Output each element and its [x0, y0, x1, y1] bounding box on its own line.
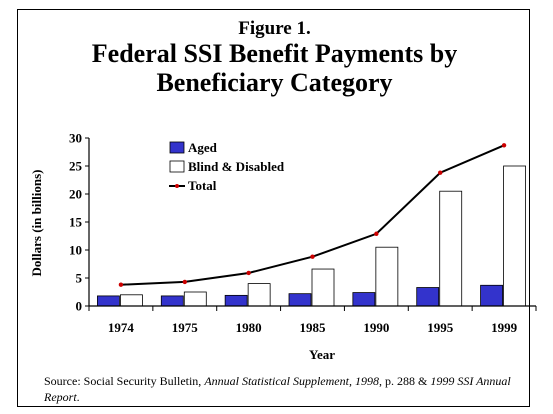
legend: Aged Blind & Disabled Total: [169, 140, 285, 193]
legend-swatch-blind-disabled: [169, 160, 185, 173]
y-tick-label: 15: [69, 215, 83, 230]
total-point: [310, 254, 315, 259]
total-point: [246, 270, 251, 276]
y-tick-label: 20: [69, 187, 82, 202]
source-prefix: Source: Social Security Bulletin,: [44, 374, 205, 388]
bar-blind-disabled: [311, 268, 335, 307]
x-tick-label: 1999: [491, 320, 518, 335]
y-tick-label: 0: [76, 299, 83, 314]
legend-swatch-total-marker: [175, 184, 179, 188]
axes: [88, 138, 536, 307]
source-italic-1: Annual Statistical Supplement, 1998: [204, 374, 379, 388]
legend-label-aged: Aged: [188, 140, 218, 155]
bar-blind-disabled: [183, 291, 207, 307]
source-middle: , p. 288 &: [378, 374, 431, 388]
bar-aged: [288, 293, 312, 307]
total-line: [118, 143, 507, 287]
x-tick-label: 1990: [363, 320, 389, 335]
x-axis-ticks: 1974 1975 1980 1985 1990 1995 1999: [88, 306, 537, 335]
chart-title-line3: Beneficiary Category: [156, 68, 393, 98]
total-point: [501, 143, 507, 148]
chart-title-line2: Federal SSI Benefit Payments by: [91, 39, 458, 69]
y-axis-ticks: 0 5 10 15 20 25 30: [69, 131, 89, 314]
source-note: Source: Social Security Bulletin, Annual…: [44, 373, 529, 405]
bar-blind-disabled: [375, 246, 399, 307]
y-axis-label: Dollars (in billions): [29, 170, 44, 277]
bar-blind-disabled: [120, 294, 143, 307]
source-italic-2: 1999 SSI Annual Report: [44, 374, 511, 404]
legend-label-total: Total: [188, 178, 217, 193]
bar-blind-disabled: [247, 283, 271, 307]
bars: [97, 165, 526, 307]
total-point: [182, 279, 187, 285]
x-tick-label: 1995: [427, 320, 454, 335]
chart-title-line1: Figure 1.: [238, 18, 311, 39]
x-tick-label: 1975: [172, 320, 199, 335]
bar-aged: [480, 284, 503, 307]
x-tick-label: 1985: [300, 320, 327, 335]
x-axis-label: Year: [309, 347, 335, 362]
y-tick-label: 25: [69, 159, 83, 174]
bar-aged: [160, 295, 184, 307]
y-tick-label: 10: [69, 243, 82, 258]
legend-swatch-aged: [169, 141, 185, 154]
bar-blind-disabled: [503, 165, 526, 307]
bar-aged: [416, 287, 440, 307]
chart-title: Figure 1. Federal SSI Benefit Payments b…: [18, 18, 531, 97]
x-tick-label: 1974: [108, 320, 135, 335]
total-point: [438, 170, 443, 175]
bar-aged: [352, 292, 376, 307]
bar-aged: [97, 295, 120, 307]
x-tick-label: 1980: [236, 320, 262, 335]
bar-aged: [224, 294, 248, 307]
y-tick-label: 30: [69, 131, 82, 146]
bar-blind-disabled: [439, 190, 463, 307]
total-point: [374, 231, 379, 236]
source-suffix: .: [76, 390, 80, 404]
legend-label-blind-disabled: Blind & Disabled: [188, 159, 285, 174]
total-point: [118, 282, 124, 287]
y-tick-label: 5: [76, 271, 83, 286]
